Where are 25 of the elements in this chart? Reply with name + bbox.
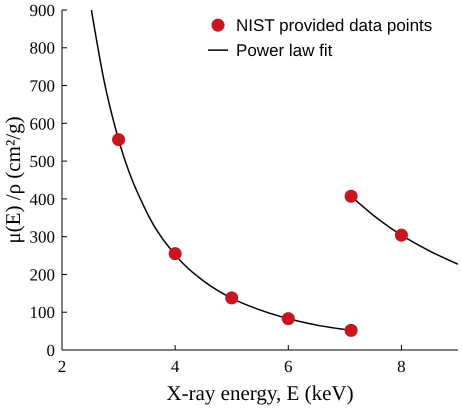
point: [344, 324, 358, 337]
x-axis-title: X-ray energy, E (keV): [166, 381, 354, 405]
y-tick-label: 300: [30, 228, 55, 247]
point: [394, 228, 408, 242]
point: [282, 312, 295, 326]
point: [344, 190, 358, 203]
y-tick-label: 800: [30, 38, 55, 58]
x-tick-label: 6: [284, 357, 293, 376]
y-tick-label: 500: [30, 152, 55, 172]
point: [112, 133, 126, 146]
point: [168, 247, 182, 260]
x-tick-label: 8: [397, 357, 406, 376]
point: [225, 291, 238, 304]
y-tick-label: 600: [30, 114, 55, 134]
y-tick-label: 900: [30, 0, 55, 20]
y-tick-label: 700: [30, 76, 55, 96]
legend-label: NIST provided data points: [236, 16, 432, 36]
y-axis-title: μ(E) /ρ (cm²/g): [1, 116, 25, 244]
legend-label: Power law fit: [236, 41, 333, 60]
y-tick-label: 400: [30, 190, 55, 209]
y-tick-label: 100: [30, 303, 55, 322]
x-tick-label: 4: [170, 357, 180, 376]
y-tick-label: 0: [46, 340, 55, 360]
x-tick-label: 2: [58, 357, 66, 376]
y-tick-label: 200: [30, 265, 55, 284]
